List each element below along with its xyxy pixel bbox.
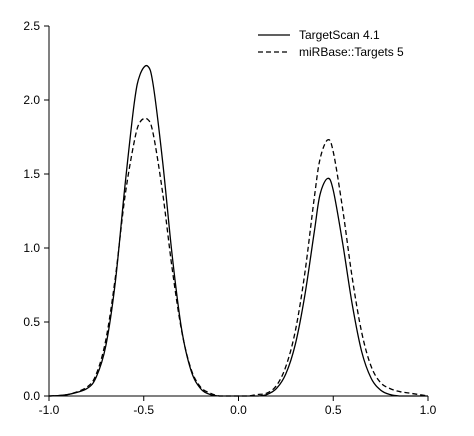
series-layer [48,64,429,397]
x-tick-label: 0.5 [325,403,342,417]
x-tick-label: -0.5 [133,403,154,417]
y-tick-label: 1.0 [23,241,40,255]
x-tick-label: 1.0 [420,403,437,417]
y-tick-label: 2.0 [23,93,40,107]
x-tick-label: -1.0 [39,403,60,417]
legend: TargetScan 4.1 miRBase::Targets 5 [258,28,404,59]
y-tick-label: 1.5 [23,167,40,181]
legend-label-mirbase: miRBase::Targets 5 [299,45,404,59]
series-line-1 [48,117,429,397]
x-tick-label: 0.0 [230,403,247,417]
y-tick-label: 0.5 [23,315,40,329]
y-tick-label: 2.5 [23,19,40,33]
ticks: -1.0 -0.5 0.0 0.5 1.0 0.0 0.5 1.0 1.5 2.0 2.5 [23,19,436,417]
legend-label-targetscan: TargetScan 4.1 [299,28,380,42]
series-line-0 [48,64,428,397]
y-tick-label: 0.0 [23,389,40,403]
